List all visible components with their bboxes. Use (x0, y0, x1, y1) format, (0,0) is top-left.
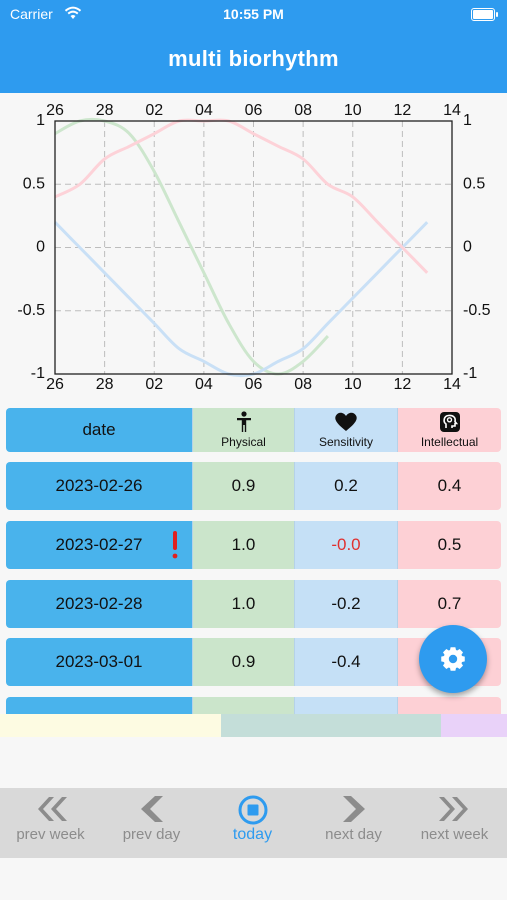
row-intellectual-value: 0.4 (398, 462, 501, 510)
bottom-nav: prev week prev day today next day next w… (0, 788, 507, 858)
x-tick-label: 14 (443, 376, 461, 393)
person-icon (236, 411, 251, 432)
double-chevron-left-icon (37, 797, 67, 821)
exclamation-icon (172, 531, 178, 559)
next-week-button[interactable]: next week (404, 788, 505, 858)
row-sensitivity-value: -0.4 (295, 638, 398, 686)
x-tick-label: 14 (443, 102, 461, 119)
row-intellectual-value: 0.7 (398, 580, 501, 628)
row-date-cell: 2023-02-27 (6, 521, 193, 569)
table-row[interactable]: 2023-02-27 1.0 -0.0 0.5 (6, 521, 501, 569)
x-tick-label: 06 (245, 376, 263, 393)
series-line-0 (54, 117, 329, 376)
sensitivity-header-label: Sensitivity (318, 435, 374, 449)
y-tick-label-right: 0.5 (463, 175, 485, 192)
table-row[interactable]: 2023-02-26 0.9 0.2 0.4 (6, 462, 501, 510)
prev-week-label: prev week (16, 826, 85, 843)
color-strip-purple (441, 714, 507, 737)
physical-column-header: Physical (193, 408, 295, 452)
row-sensitivity-value: -0.0 (295, 521, 398, 569)
y-tick-label-right: -1 (463, 365, 477, 382)
row-date: 2023-02-26 (6, 462, 193, 510)
date-column-header: date (6, 408, 193, 452)
x-tick-label: 02 (145, 376, 163, 393)
color-strip-teal (221, 714, 441, 737)
brain-icon (439, 412, 460, 432)
chevron-right-icon (342, 796, 365, 822)
plot-frame (54, 120, 453, 375)
row-physical-value: 0.9 (193, 638, 295, 686)
x-tick-label: 08 (294, 102, 312, 119)
x-tick-label: 04 (195, 102, 213, 119)
status-bar: Carrier 10:55 PM (10, 6, 498, 24)
row-date: 2023-03-01 (6, 638, 193, 686)
row-physical-partial (193, 697, 295, 714)
table-row[interactable]: 2023-02-28 1.0 -0.2 0.7 (6, 580, 501, 628)
intellectual-column-header: Intellectual (398, 408, 501, 452)
settings-button[interactable] (419, 625, 487, 693)
x-tick-label: 12 (393, 102, 411, 119)
table-row-partial (6, 697, 501, 714)
stop-circle-icon (238, 795, 267, 825)
x-tick-label: 10 (344, 376, 362, 393)
intellectual-header-label: Intellectual (420, 435, 479, 449)
y-tick-label: -0.5 (17, 302, 45, 319)
double-chevron-right-icon (438, 797, 468, 821)
row-date-partial (6, 697, 193, 714)
x-tick-label: 26 (46, 102, 64, 119)
physical-header-label: Physical (221, 435, 266, 449)
page-title: multi biorhythm (168, 46, 339, 71)
status-time: 10:55 PM (223, 6, 284, 22)
app-header: Carrier 10:55 PM multi biorhythm (0, 0, 507, 93)
x-tick-label: 06 (245, 102, 263, 119)
y-tick-label: 0.5 (23, 175, 45, 192)
row-date: 2023-02-28 (6, 580, 193, 628)
wifi-icon (64, 6, 82, 23)
today-label: today (232, 826, 273, 843)
x-tick-label: 08 (294, 376, 312, 393)
row-sensitivity-partial (295, 697, 398, 714)
x-tick-label: 04 (195, 376, 213, 393)
sensitivity-column-header: Sensitivity (295, 408, 398, 452)
prev-week-button[interactable]: prev week (0, 788, 101, 858)
battery-icon (471, 8, 498, 21)
table-header: date Physical Sensitivity Intellectual (6, 408, 501, 456)
y-tick-label-right: 1 (463, 112, 472, 129)
y-tick-label: -1 (31, 365, 45, 382)
row-date: 2023-02-27 (55, 535, 143, 554)
row-physical-value: 1.0 (193, 521, 295, 569)
row-intellectual-partial (398, 697, 501, 714)
y-tick-label-right: 0 (463, 239, 472, 256)
carrier-label: Carrier (10, 6, 53, 22)
row-intellectual-value: 0.5 (398, 521, 501, 569)
x-tick-label: 28 (96, 376, 114, 393)
y-tick-label-right: -0.5 (463, 302, 491, 319)
next-week-label: next week (420, 826, 489, 843)
heart-icon (335, 412, 357, 431)
row-sensitivity-value: -0.2 (295, 580, 398, 628)
y-tick-label: 1 (36, 112, 45, 129)
color-strip-yellow (0, 714, 221, 737)
x-tick-label: 12 (393, 376, 411, 393)
x-tick-label: 28 (96, 102, 114, 119)
gear-icon (441, 647, 465, 671)
series-line-1 (53, 221, 429, 378)
today-button[interactable]: today (202, 788, 303, 858)
y-tick-label: 0 (36, 239, 45, 256)
next-day-label: next day (325, 826, 382, 843)
x-tick-label: 26 (46, 376, 64, 393)
x-tick-label: 10 (344, 102, 362, 119)
series-line-2 (54, 118, 429, 274)
prev-day-label: prev day (122, 826, 181, 843)
x-tick-label: 02 (145, 102, 163, 119)
next-day-button[interactable]: next day (303, 788, 404, 858)
row-physical-value: 0.9 (193, 462, 295, 510)
table-row[interactable]: 2023-03-01 0.9 -0.4 0.8 (6, 638, 501, 686)
chevron-left-icon (140, 796, 163, 822)
row-sensitivity-value: 0.2 (295, 462, 398, 510)
prev-day-button[interactable]: prev day (101, 788, 202, 858)
row-physical-value: 1.0 (193, 580, 295, 628)
